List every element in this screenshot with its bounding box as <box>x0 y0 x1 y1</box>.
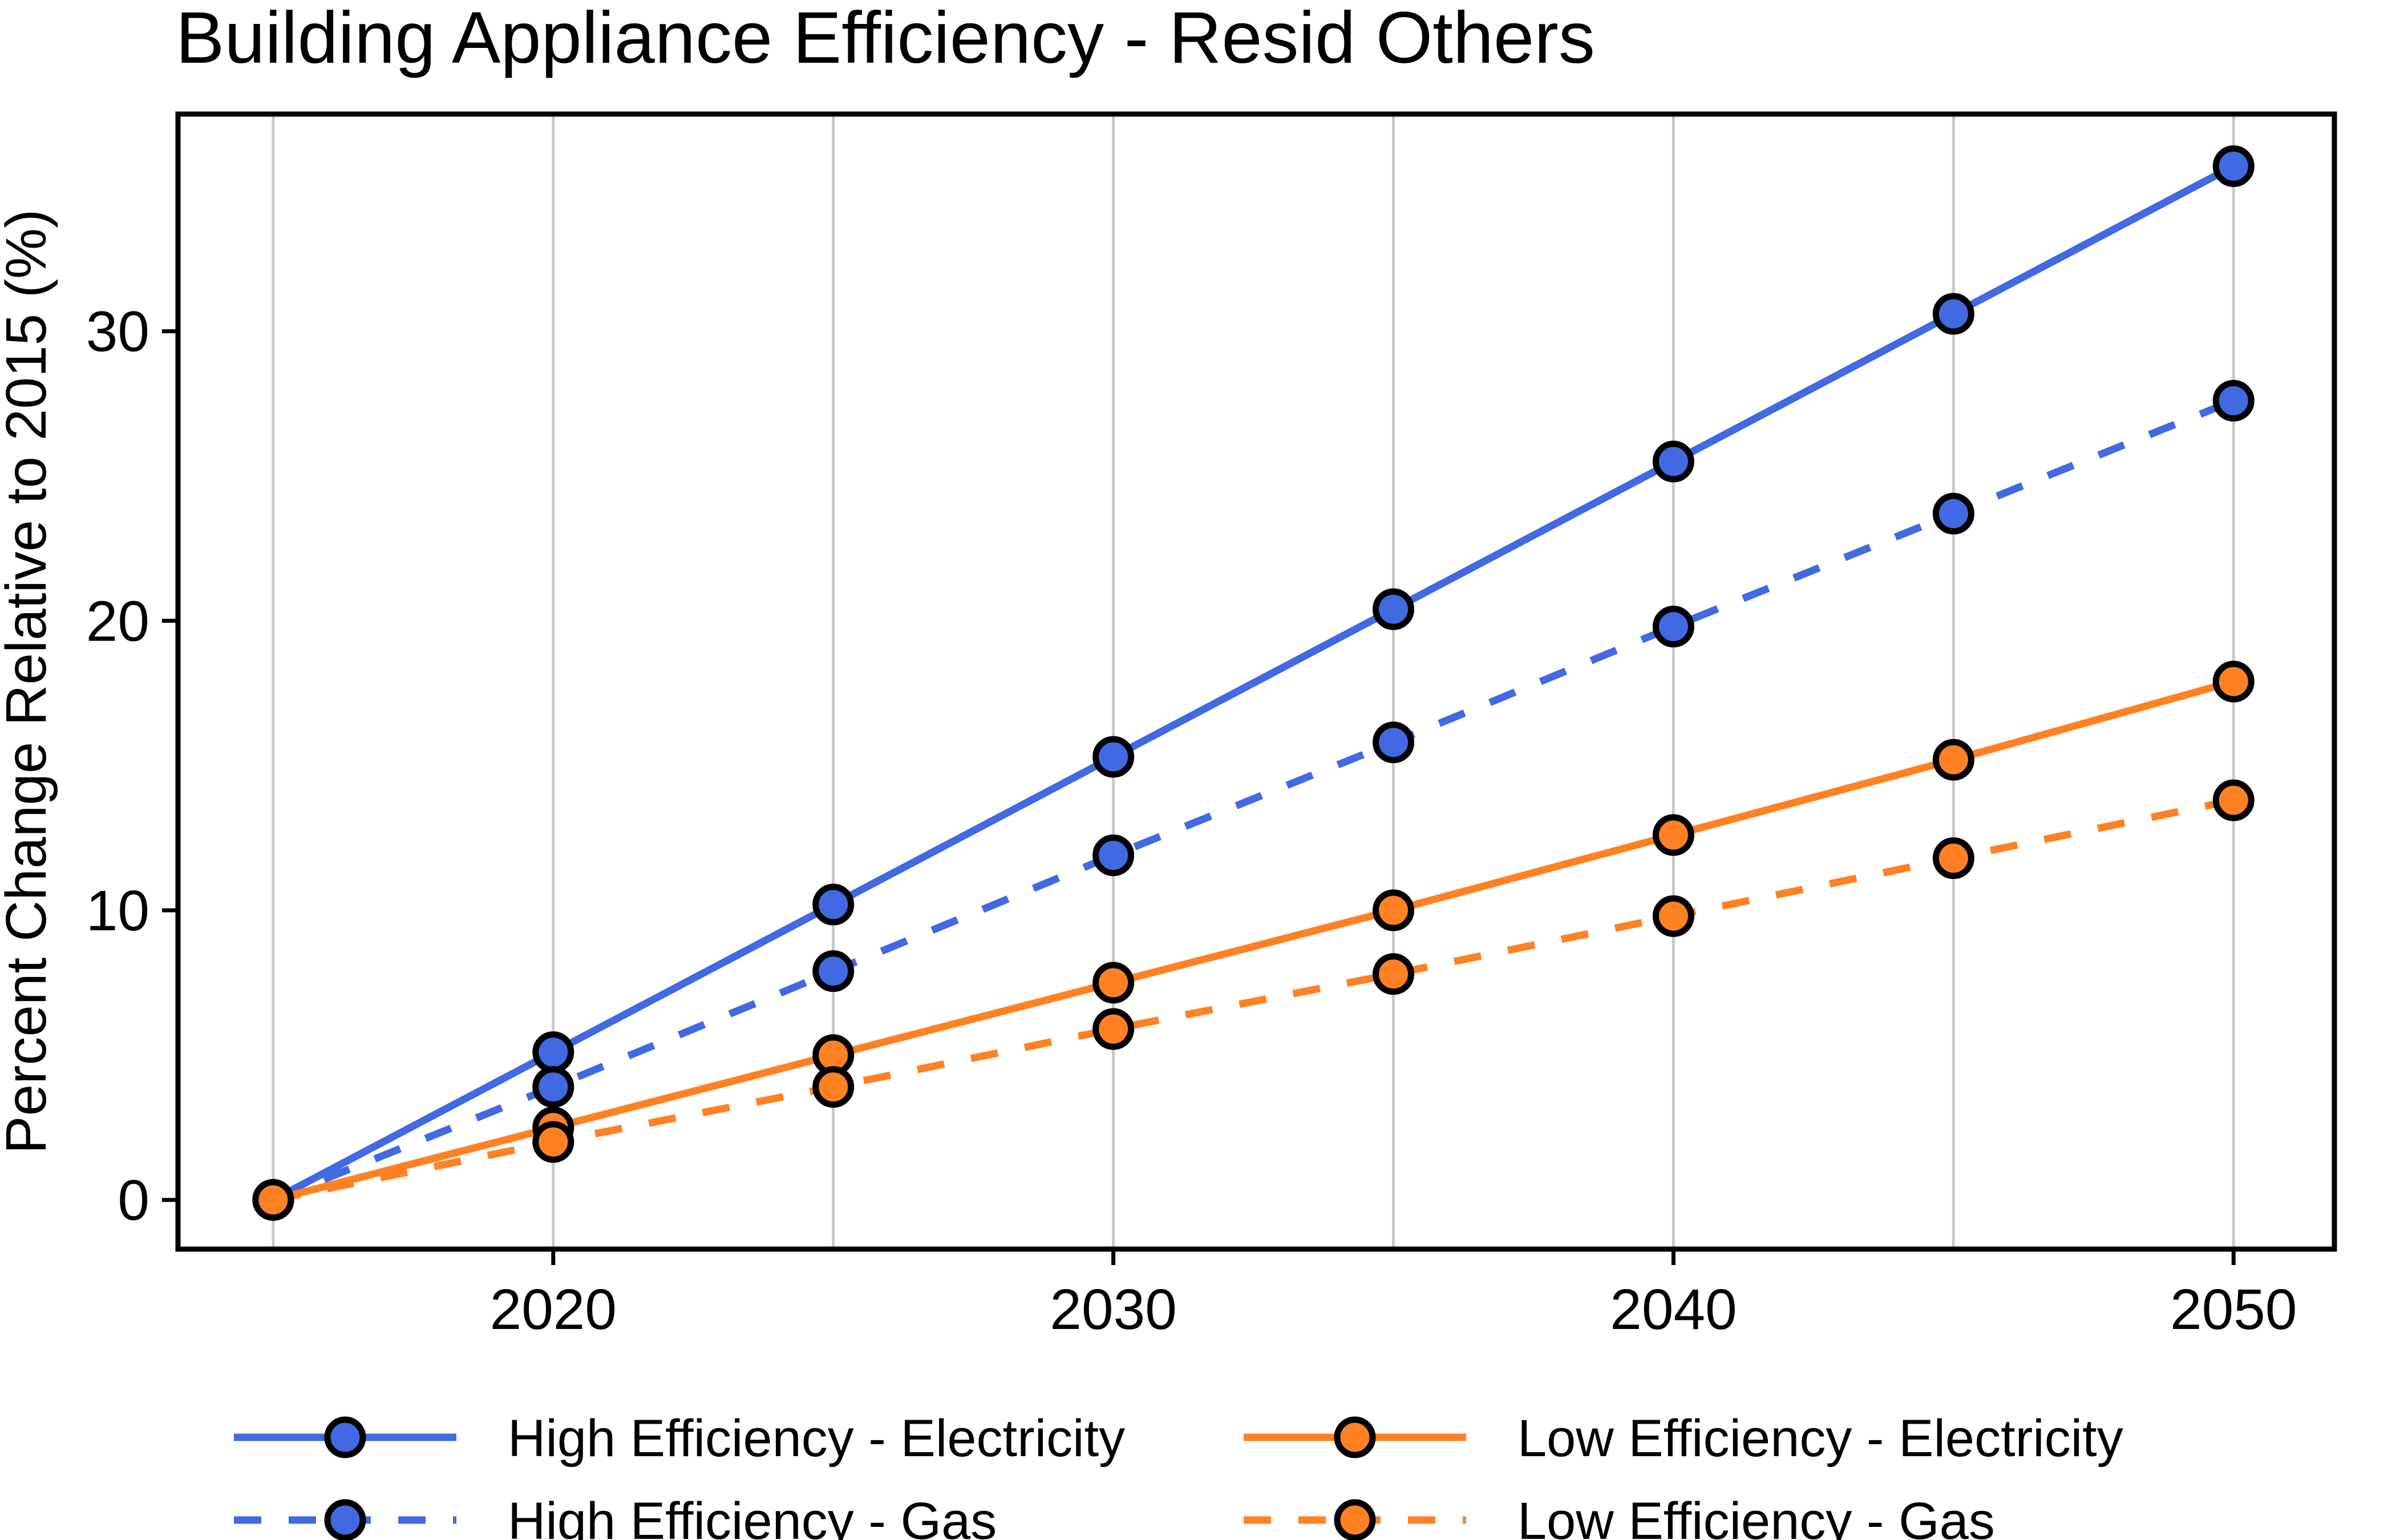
series-3-point-7 <box>2212 779 2255 821</box>
x-tick-label-3: 2050 <box>2170 1278 2297 1342</box>
legend-key-marker-0 <box>324 1416 366 1458</box>
legend-key-marker-3 <box>1334 1499 1376 1540</box>
series-2-point-3 <box>1092 962 1135 1004</box>
series-1-point-1 <box>532 1066 574 1108</box>
series-0-point-5 <box>1652 440 1694 483</box>
series-1-point-3 <box>1092 834 1135 877</box>
series-line-1 <box>272 397 2235 1203</box>
series-3-point-4 <box>1373 953 1415 995</box>
series-0-point-4 <box>1373 588 1415 630</box>
y-tick-label-2: 20 <box>86 589 149 653</box>
series-3-point-3 <box>1092 1008 1135 1050</box>
y-tick-label-1: 10 <box>86 879 149 943</box>
x-tick-label-0: 2020 <box>490 1278 617 1342</box>
series-0-point-7 <box>2212 145 2255 187</box>
series-1-point-6 <box>1932 493 1974 535</box>
series-2-point-6 <box>1932 739 1974 781</box>
y-axis-title: Percent Change Relative to 2015 (%) <box>0 209 58 1154</box>
series-3-point-2 <box>812 1066 855 1108</box>
series-1-point-7 <box>2212 380 2255 422</box>
series-0-point-2 <box>812 884 855 926</box>
series-line-2 <box>272 678 2235 1203</box>
x-tick-label-1: 2030 <box>1050 1278 1176 1342</box>
series-layer <box>252 145 2255 1221</box>
legend-label-0: High Efficiency - Electricity <box>508 1409 1125 1468</box>
series-2-point-7 <box>2212 660 2255 703</box>
legend-label-1: High Efficiency - Gas <box>508 1492 997 1540</box>
legend-label-3: Low Efficiency - Gas <box>1517 1492 1995 1540</box>
y-tick-label-3: 30 <box>86 300 149 364</box>
y-axis: 0 10 20 30 <box>86 300 178 1233</box>
series-0-point-6 <box>1932 293 1974 335</box>
series-line-3 <box>272 796 2235 1204</box>
legend-key-marker-2 <box>1334 1416 1376 1458</box>
series-3-point-6 <box>1932 837 1974 880</box>
series-line-0 <box>271 163 2236 1203</box>
series-3-point-5 <box>1652 895 1694 937</box>
chart-title: Building Appliance Efficiency - Resid Ot… <box>176 0 1595 79</box>
series-1-point-2 <box>812 950 855 992</box>
series-2-point-5 <box>1652 814 1694 856</box>
legend-label-2: Low Efficiency - Electricity <box>1517 1409 2123 1468</box>
legend: High Efficiency - Electricity High Effici… <box>234 1409 2123 1540</box>
series-3-point-1 <box>532 1121 574 1163</box>
legend-key-marker-1 <box>324 1499 366 1540</box>
series-3-point-0 <box>252 1179 294 1221</box>
series-1-point-5 <box>1652 606 1694 648</box>
y-tick-label-0: 0 <box>118 1169 149 1233</box>
x-tick-label-2: 2040 <box>1610 1278 1737 1342</box>
plot-frame <box>175 111 2337 1252</box>
series-2-point-4 <box>1373 889 1415 931</box>
series-0-point-1 <box>532 1031 574 1073</box>
series-1-point-4 <box>1373 722 1415 764</box>
series-0-point-3 <box>1092 736 1135 778</box>
x-axis: 2020 2030 2040 2050 <box>490 1249 2297 1342</box>
